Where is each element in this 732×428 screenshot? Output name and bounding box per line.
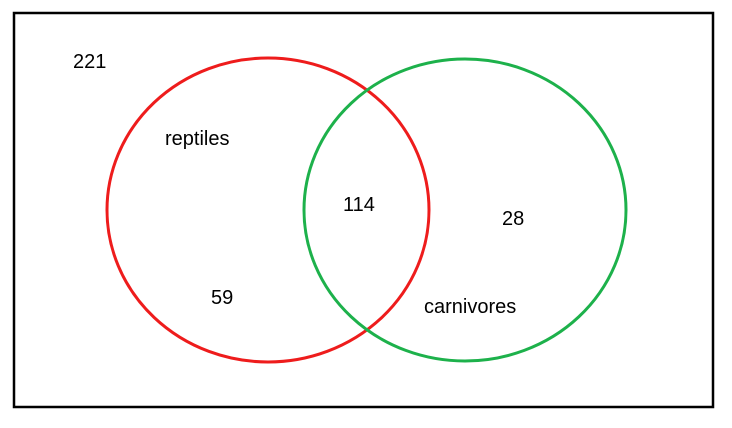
universe-frame bbox=[12, 11, 715, 409]
reptiles-circle bbox=[105, 56, 431, 364]
reptiles-label: reptiles bbox=[165, 128, 229, 150]
carnivores-circle bbox=[302, 57, 628, 363]
outside-count: 221 bbox=[73, 51, 106, 73]
intersection-count: 114 bbox=[343, 194, 375, 216]
carnivores-only-count: 28 bbox=[502, 208, 524, 230]
reptiles-only-count: 59 bbox=[211, 287, 233, 309]
carnivores-label: carnivores bbox=[424, 296, 516, 318]
